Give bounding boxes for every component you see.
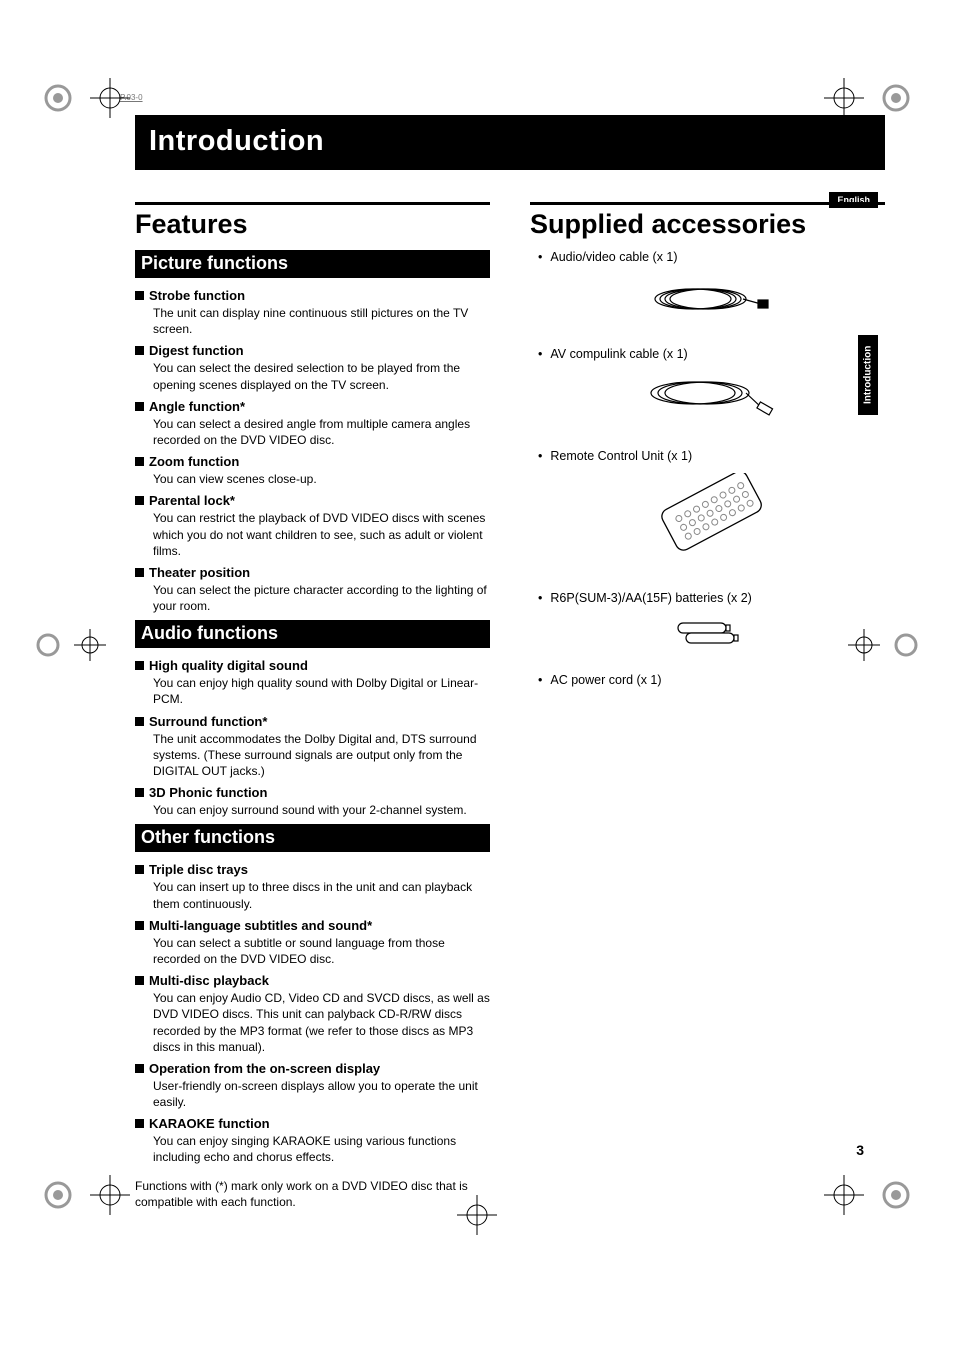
accessory-item: • AV compulink cable (x 1) bbox=[530, 347, 885, 431]
feature-desc: You can select the picture character acc… bbox=[153, 582, 490, 614]
registration-mark-icon bbox=[876, 78, 916, 118]
accessory-title: AV compulink cable (x 1) bbox=[550, 347, 687, 361]
feature-desc: You can enjoy singing KARAOKE using vari… bbox=[153, 1133, 490, 1165]
feature-item: Parental lock* You can restrict the play… bbox=[135, 493, 490, 559]
chapter-title-bar: Introduction bbox=[135, 115, 885, 170]
feature-title: Operation from the on-screen display bbox=[149, 1061, 380, 1076]
square-bullet-icon bbox=[135, 568, 144, 577]
feature-item: Digest function You can select the desir… bbox=[135, 343, 490, 392]
feature-item: Zoom function You can view scenes close-… bbox=[135, 454, 490, 487]
accessory-title: R6P(SUM-3)/AA(15F) batteries (x 2) bbox=[550, 591, 751, 605]
cable-plug-icon bbox=[530, 371, 885, 431]
square-bullet-icon bbox=[135, 976, 144, 985]
registration-mark-icon bbox=[38, 1175, 78, 1215]
header-note: P.03-0 bbox=[120, 93, 143, 102]
accessory-title: Audio/video cable (x 1) bbox=[550, 250, 677, 264]
accessory-item: • Audio/video cable (x 1) bbox=[530, 250, 885, 329]
registration-mark-icon bbox=[90, 1175, 130, 1215]
feature-item: Operation from the on-screen display Use… bbox=[135, 1061, 490, 1110]
accessories-heading: Supplied accessories bbox=[530, 209, 885, 240]
square-bullet-icon bbox=[135, 402, 144, 411]
square-bullet-icon bbox=[135, 717, 144, 726]
registration-mark-icon bbox=[38, 78, 78, 118]
cable-coil-icon bbox=[530, 274, 885, 329]
feature-title: Surround function* bbox=[149, 714, 267, 729]
page-number: 3 bbox=[856, 1142, 864, 1158]
feature-desc: The unit accommodates the Dolby Digital … bbox=[153, 731, 490, 780]
batteries-icon bbox=[530, 615, 885, 655]
feature-item: Theater position You can select the pict… bbox=[135, 565, 490, 614]
features-heading: Features bbox=[135, 209, 490, 240]
square-bullet-icon bbox=[135, 788, 144, 797]
feature-desc: You can restrict the playback of DVD VID… bbox=[153, 510, 490, 559]
feature-title: Digest function bbox=[149, 343, 244, 358]
square-bullet-icon bbox=[135, 457, 144, 466]
feature-desc: You can view scenes close-up. bbox=[153, 471, 490, 487]
features-footnote: Functions with (*) mark only work on a D… bbox=[135, 1178, 490, 1210]
accessory-item: • AC power cord (x 1) bbox=[530, 673, 885, 687]
feature-desc: You can enjoy surround sound with your 2… bbox=[153, 802, 490, 818]
registration-mark-icon bbox=[70, 625, 110, 665]
square-bullet-icon bbox=[135, 346, 144, 355]
feature-desc: User-friendly on-screen displays allow y… bbox=[153, 1078, 490, 1110]
accessory-title: AC power cord (x 1) bbox=[550, 673, 661, 687]
registration-mark-icon bbox=[28, 625, 68, 665]
feature-desc: You can select a subtitle or sound langu… bbox=[153, 935, 490, 967]
bullet-icon: • bbox=[538, 591, 542, 605]
feature-title: Parental lock* bbox=[149, 493, 235, 508]
feature-item: Angle function* You can select a desired… bbox=[135, 399, 490, 448]
feature-item: 3D Phonic function You can enjoy surroun… bbox=[135, 785, 490, 818]
feature-desc: You can enjoy Audio CD, Video CD and SVC… bbox=[153, 990, 490, 1055]
registration-mark-icon bbox=[886, 625, 926, 665]
feature-item: Multi-disc playback You can enjoy Audio … bbox=[135, 973, 490, 1055]
feature-title: KARAOKE function bbox=[149, 1116, 270, 1131]
feature-desc: The unit can display nine continuous sti… bbox=[153, 305, 490, 337]
square-bullet-icon bbox=[135, 291, 144, 300]
page-content: Introduction Features Picture functions … bbox=[135, 115, 885, 1210]
feature-title: Multi-language subtitles and sound* bbox=[149, 918, 372, 933]
accessory-item: • Remote Control Unit (x 1) bbox=[530, 449, 885, 573]
feature-desc: You can enjoy high quality sound with Do… bbox=[153, 675, 490, 707]
feature-item: High quality digital sound You can enjoy… bbox=[135, 658, 490, 707]
bullet-icon: • bbox=[538, 250, 542, 264]
feature-title: Zoom function bbox=[149, 454, 239, 469]
feature-title: Angle function* bbox=[149, 399, 245, 414]
accessory-item: • R6P(SUM-3)/AA(15F) batteries (x 2) bbox=[530, 591, 885, 655]
bullet-icon: • bbox=[538, 347, 542, 361]
subhead-other-functions: Other functions bbox=[135, 824, 490, 852]
square-bullet-icon bbox=[135, 496, 144, 505]
subhead-audio-functions: Audio functions bbox=[135, 620, 490, 648]
feature-title: Triple disc trays bbox=[149, 862, 248, 877]
registration-mark-icon bbox=[824, 78, 864, 118]
feature-desc: You can select the desired selection to … bbox=[153, 360, 490, 392]
bullet-icon: • bbox=[538, 449, 542, 463]
bullet-icon: • bbox=[538, 673, 542, 687]
feature-title: High quality digital sound bbox=[149, 658, 308, 673]
feature-item: Strobe function The unit can display nin… bbox=[135, 288, 490, 337]
square-bullet-icon bbox=[135, 1064, 144, 1073]
feature-desc: You can insert up to three discs in the … bbox=[153, 879, 490, 911]
feature-title: 3D Phonic function bbox=[149, 785, 267, 800]
subhead-picture-functions: Picture functions bbox=[135, 250, 490, 278]
feature-item: Surround function* The unit accommodates… bbox=[135, 714, 490, 780]
feature-item: Multi-language subtitles and sound* You … bbox=[135, 918, 490, 967]
accessory-title: Remote Control Unit (x 1) bbox=[550, 449, 692, 463]
square-bullet-icon bbox=[135, 921, 144, 930]
feature-item: Triple disc trays You can insert up to t… bbox=[135, 862, 490, 911]
feature-title: Multi-disc playback bbox=[149, 973, 269, 988]
square-bullet-icon bbox=[135, 661, 144, 670]
left-column: Features Picture functions Strobe functi… bbox=[135, 202, 495, 1210]
square-bullet-icon bbox=[135, 865, 144, 874]
feature-title: Theater position bbox=[149, 565, 250, 580]
square-bullet-icon bbox=[135, 1119, 144, 1128]
feature-item: KARAOKE function You can enjoy singing K… bbox=[135, 1116, 490, 1165]
feature-title: Strobe function bbox=[149, 288, 245, 303]
right-column: Supplied accessories • Audio/video cable … bbox=[525, 202, 885, 1210]
feature-desc: You can select a desired angle from mult… bbox=[153, 416, 490, 448]
remote-icon bbox=[530, 473, 885, 573]
